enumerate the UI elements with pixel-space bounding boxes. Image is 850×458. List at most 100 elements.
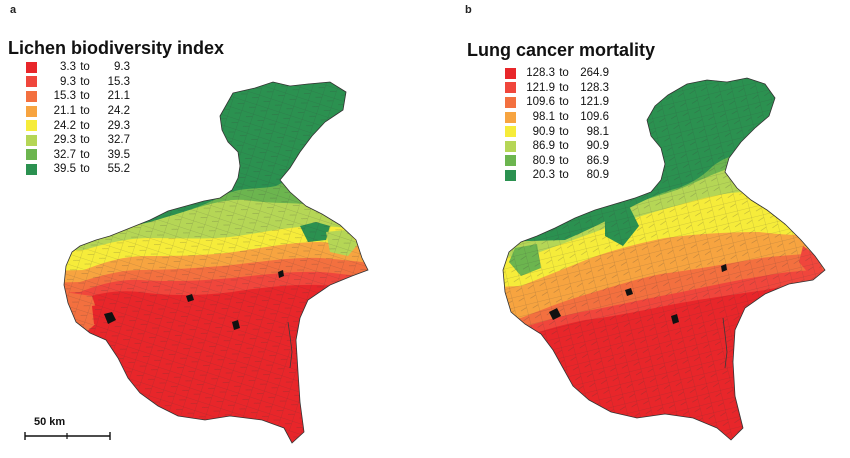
legend-range-from: 20.3 [532,169,555,182]
city-marker [721,264,727,272]
legend-range-to: 90.9 [586,140,609,153]
legend-swatch [505,140,516,152]
legend-swatch [26,90,37,102]
legend-item: 24.2 to 29.3 [26,118,130,133]
legend-range-to: 109.6 [580,111,609,124]
panel-lung-cancer: b Lung cancer mortality 128.3 to 264.9 121.… [425,0,850,458]
legend-range-connector: to [80,75,90,88]
legend-item: 9.3 to 15.3 [26,75,130,90]
legend-range-connector: to [80,163,90,176]
city-marker [232,320,240,330]
legend-swatch [505,82,516,94]
lagoon-shore [722,317,728,369]
legend-item: 109.6 to 121.9 [505,95,609,110]
legend-swatch [26,120,37,132]
legend-range-connector: to [559,154,569,167]
region-outline [502,77,826,441]
legend-range-from: 121.9 [526,81,555,94]
legend-swatch [505,126,516,138]
legend-range-to: 80.9 [586,169,609,182]
legend-range-to: 39.5 [107,148,130,161]
panel-letter-a: a [10,4,17,16]
legend-range-from: 90.9 [532,125,555,138]
legend-range-to: 29.3 [107,119,130,132]
legend-range-from: 109.6 [526,96,555,109]
legend-range-to: 98.1 [586,125,609,138]
legend-range-connector: to [559,67,569,80]
legend-item: 3.3 to 9.3 [26,60,130,75]
map-veneto-lung-cancer [502,77,826,441]
legend-range-connector: to [559,140,569,153]
legend-range-from: 128.3 [526,67,555,80]
legend-item: 121.9 to 128.3 [505,81,609,96]
legend-item: 15.3 to 21.1 [26,89,130,104]
scale-bar-line [24,432,111,440]
legend-range-to: 55.2 [107,163,130,176]
scale-bar: 50 km [24,416,114,446]
legend-range-to: 121.9 [580,96,609,109]
legend-range-connector: to [80,90,90,103]
legend-range-connector: to [80,119,90,132]
scale-bar-label: 50 km [34,416,66,428]
city-marker [625,288,633,296]
legend-item: 29.3 to 32.7 [26,133,130,148]
legend-range-connector: to [559,81,569,94]
city-marker [671,314,679,324]
legend-range-to: 24.2 [107,105,130,118]
legend-range-from: 3.3 [60,61,76,74]
legend-range-to: 21.1 [107,90,130,103]
legend-title-lung-cancer: Lung cancer mortality [467,40,656,60]
legend-swatch [505,155,516,167]
legend-range-connector: to [80,134,90,147]
legend-range-connector: to [80,148,90,161]
legend-range-connector: to [559,169,569,182]
legend-swatch [505,67,516,79]
legend-range-to: 86.9 [586,154,609,167]
legend-swatch [505,96,516,108]
lagoon-shore [287,321,293,369]
legend-range-from: 86.9 [532,140,555,153]
legend-title-lichen: Lichen biodiversity index [8,38,225,58]
legend-lichen: 3.3 to 9.3 9.3 to 15.3 15.3 to 21.1 21.1 to 24.2 24.… [26,60,130,177]
legend-range-from: 98.1 [532,111,555,124]
legend-range-connector: to [80,61,90,74]
legend-item: 32.7 to 39.5 [26,148,130,163]
legend-range-to: 32.7 [107,134,130,147]
legend-range-from: 80.9 [532,154,555,167]
legend-swatch [26,76,37,88]
municipality-grid [503,78,825,440]
legend-item: 90.9 to 98.1 [505,124,609,139]
legend-range-from: 15.3 [53,90,76,103]
panel-letter-b: b [465,4,472,16]
legend-range-from: 29.3 [53,134,76,147]
legend-range-to: 264.9 [580,67,609,80]
legend-swatch [26,134,37,146]
legend-item: 98.1 to 109.6 [505,110,609,125]
legend-item: 21.1 to 24.2 [26,104,130,119]
municipality-grid [64,82,368,443]
legend-item: 20.3 to 80.9 [505,168,609,183]
legend-item: 128.3 to 264.9 [505,66,609,81]
legend-swatch [26,149,37,161]
legend-lung-cancer: 128.3 to 264.9 121.9 to 128.3 109.6 to 121.9 98.1… [505,66,609,183]
city-marker [186,294,194,302]
legend-range-connector: to [559,96,569,109]
legend-swatch [505,111,516,123]
legend-swatch [505,169,516,181]
legend-range-from: 21.1 [53,105,76,118]
city-marker [278,270,284,278]
legend-range-from: 24.2 [53,119,76,132]
legend-swatch [26,163,37,175]
legend-range-connector: to [80,105,90,118]
legend-range-from: 9.3 [60,75,76,88]
city-marker [549,308,561,320]
legend-swatch [26,61,37,73]
legend-range-to: 128.3 [580,81,609,94]
legend-range-to: 15.3 [107,75,130,88]
legend-range-from: 39.5 [53,163,76,176]
city-marker [104,312,116,324]
region-outline [63,81,369,444]
map-veneto-lichen [63,81,369,444]
legend-item: 39.5 to 55.2 [26,162,130,177]
legend-swatch [26,105,37,117]
